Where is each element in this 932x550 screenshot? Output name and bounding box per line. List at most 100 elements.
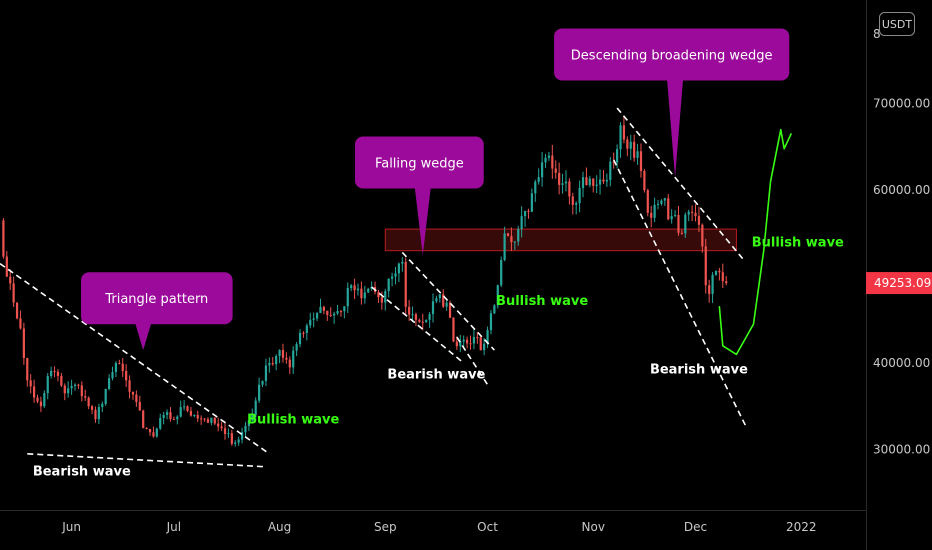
candle-up [298, 332, 302, 345]
candle-up [275, 356, 278, 365]
pattern-callout: Falling wedge [354, 136, 484, 255]
candle-down [63, 385, 66, 394]
candle-down [418, 319, 421, 322]
candle-down [196, 414, 199, 419]
candle-up [445, 302, 448, 307]
candle-down [271, 363, 274, 365]
bullish-wave-label: Bullish wave [496, 294, 588, 309]
candle-up [595, 184, 598, 186]
candle-up [520, 216, 523, 230]
callout-pointer [667, 79, 684, 178]
x-tick-label: Nov [582, 520, 605, 534]
candle-up [247, 420, 250, 426]
candle-down [12, 283, 15, 303]
candle-up [50, 370, 53, 377]
candle-up [486, 330, 489, 344]
candle-up [616, 149, 619, 163]
candle-down [691, 211, 694, 213]
candle-down [32, 386, 36, 398]
bullish-wave-label: Bullish wave [247, 413, 339, 428]
y-tick-label: 40000.00 [873, 356, 930, 370]
candle-up [609, 161, 612, 181]
candle-down [571, 196, 574, 205]
callout-box [81, 272, 233, 325]
dashed-trendline [0, 262, 270, 455]
candle-down [592, 178, 595, 186]
candle-up [114, 363, 118, 373]
candle-down [551, 155, 554, 169]
candle-down [172, 419, 175, 421]
candle-up [670, 216, 673, 220]
candle-down [639, 151, 643, 171]
candle-down [145, 427, 148, 429]
callout-pointer [414, 187, 431, 255]
candle-down [19, 318, 22, 329]
candle-down [455, 341, 458, 347]
candle-down [626, 139, 629, 149]
candle-up [155, 428, 158, 437]
candle-down [721, 272, 724, 282]
candle-down [353, 285, 356, 291]
x-tick-label: Oct [477, 520, 498, 534]
candle-up [111, 372, 114, 379]
candle-down [148, 428, 152, 433]
candle-up [264, 365, 268, 382]
candle-down [220, 426, 223, 429]
candle-up [261, 381, 264, 385]
candle-up [70, 386, 73, 389]
candle-up [493, 305, 496, 314]
candle-up [244, 425, 247, 433]
candle-up [162, 414, 165, 418]
callout-box [354, 136, 484, 189]
x-tick-label: Jun [61, 520, 81, 534]
candle-up [397, 263, 401, 274]
candle-up [537, 177, 540, 182]
candle-down [56, 371, 60, 376]
candle-up [210, 417, 213, 423]
callout-label: Falling wedge [375, 157, 464, 172]
candle-up [367, 288, 370, 293]
candle-up [305, 325, 308, 333]
candle-down [5, 256, 8, 277]
candle-down [725, 281, 728, 284]
last-price-label: 49253.09 [874, 276, 931, 290]
callout-label: Triangle pattern [104, 292, 208, 307]
candle-up [159, 417, 162, 429]
candle-up [107, 378, 111, 389]
candle-up [183, 406, 186, 408]
candle-up [394, 273, 397, 277]
candle-down [80, 385, 83, 397]
candle-up [101, 403, 104, 408]
candle-down [213, 417, 216, 424]
currency-badge[interactable]: USDT [879, 12, 915, 36]
candle-down [285, 357, 288, 360]
candle-up [315, 313, 319, 319]
candle-up [598, 179, 602, 185]
y-tick-label: 30000.00 [873, 442, 930, 456]
candle-down [677, 215, 680, 233]
candle-down [125, 370, 128, 381]
candle-down [131, 391, 135, 395]
candle-up [258, 384, 261, 401]
candle-down [479, 337, 482, 351]
candle-down [643, 170, 646, 191]
candle-up [319, 306, 322, 314]
last-price-badge-bg [866, 272, 932, 295]
candle-down [708, 285, 711, 294]
candle-up [356, 288, 360, 291]
candle-up [564, 181, 568, 184]
dashed-trendline [616, 107, 744, 260]
candle-down [77, 384, 80, 386]
candle-down [694, 212, 697, 217]
candle-up [343, 306, 346, 312]
x-tick-label: Jul [166, 520, 181, 534]
candle-down [206, 419, 210, 423]
x-tick-label: Dec [684, 520, 707, 534]
candle-up [240, 432, 244, 440]
candle-down [288, 359, 291, 368]
resistance-zone-layer [384, 228, 737, 252]
candle-up [428, 314, 431, 320]
candle-down [377, 291, 380, 298]
candle-up [390, 276, 394, 279]
